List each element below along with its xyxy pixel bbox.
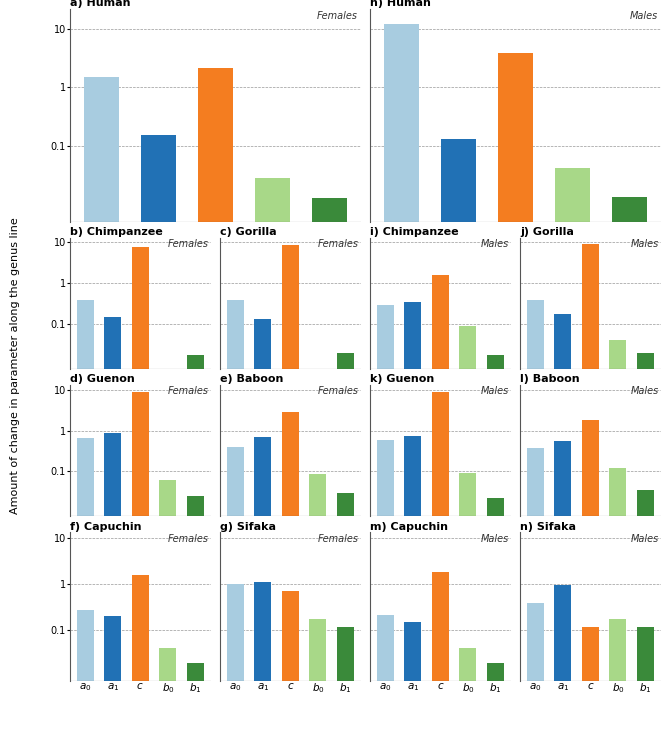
Bar bbox=[404, 436, 422, 516]
Bar bbox=[84, 77, 119, 221]
Text: Females: Females bbox=[317, 11, 358, 21]
Text: Females: Females bbox=[168, 534, 209, 544]
Bar bbox=[460, 473, 476, 516]
Bar bbox=[187, 663, 204, 681]
Text: Males: Males bbox=[481, 534, 509, 544]
Bar bbox=[282, 412, 299, 516]
Bar bbox=[582, 626, 599, 681]
Text: Males: Males bbox=[481, 386, 509, 396]
Bar bbox=[187, 496, 204, 516]
Text: m) Capuchin: m) Capuchin bbox=[370, 521, 448, 531]
Text: Males: Males bbox=[631, 386, 659, 396]
Text: Males: Males bbox=[481, 239, 509, 249]
Bar bbox=[77, 610, 94, 681]
Text: b) Chimpanzee: b) Chimpanzee bbox=[70, 227, 163, 237]
Bar bbox=[554, 585, 571, 681]
Bar bbox=[527, 604, 543, 681]
Bar bbox=[460, 326, 476, 369]
Bar bbox=[198, 69, 233, 221]
Bar bbox=[487, 499, 504, 516]
Bar bbox=[141, 135, 176, 221]
Bar bbox=[637, 490, 654, 516]
Bar bbox=[498, 53, 533, 221]
Bar bbox=[609, 618, 627, 681]
Bar bbox=[582, 244, 599, 369]
Text: Males: Males bbox=[631, 534, 659, 544]
Text: Females: Females bbox=[318, 534, 359, 544]
Text: n) Sifaka: n) Sifaka bbox=[520, 521, 576, 531]
Bar bbox=[282, 591, 299, 681]
Text: c) Gorilla: c) Gorilla bbox=[220, 227, 276, 237]
Bar bbox=[226, 300, 244, 369]
Text: Females: Females bbox=[318, 386, 359, 396]
Bar bbox=[226, 584, 244, 681]
Text: g) Sifaka: g) Sifaka bbox=[220, 521, 276, 531]
Bar bbox=[404, 622, 422, 681]
Bar bbox=[132, 575, 149, 681]
Bar bbox=[337, 626, 354, 681]
Text: f) Capuchin: f) Capuchin bbox=[70, 521, 141, 531]
Bar bbox=[432, 275, 449, 369]
Text: Males: Males bbox=[631, 239, 659, 249]
Bar bbox=[77, 300, 94, 369]
Bar bbox=[555, 167, 590, 221]
Bar bbox=[527, 447, 543, 516]
Bar bbox=[527, 300, 543, 369]
Bar bbox=[254, 319, 271, 369]
Bar bbox=[637, 626, 654, 681]
Bar bbox=[441, 139, 476, 221]
Bar bbox=[376, 615, 394, 681]
Text: Females: Females bbox=[168, 239, 209, 249]
Bar bbox=[460, 648, 476, 681]
Bar bbox=[77, 438, 94, 516]
Bar bbox=[611, 197, 647, 221]
Bar bbox=[226, 447, 244, 516]
Bar bbox=[254, 178, 290, 221]
Bar bbox=[404, 302, 422, 369]
Text: i) Chimpanzee: i) Chimpanzee bbox=[370, 227, 459, 237]
Text: d) Guenon: d) Guenon bbox=[70, 374, 135, 385]
Text: Females: Females bbox=[318, 239, 359, 249]
Bar bbox=[159, 480, 176, 516]
Bar bbox=[187, 355, 204, 369]
Bar bbox=[432, 572, 449, 681]
Text: e) Baboon: e) Baboon bbox=[220, 374, 283, 385]
Text: a) Human: a) Human bbox=[70, 0, 131, 8]
Bar bbox=[487, 663, 504, 681]
Text: Females: Females bbox=[168, 386, 209, 396]
Text: Amount of change in parameter along the genus line: Amount of change in parameter along the … bbox=[9, 217, 20, 514]
Text: l) Baboon: l) Baboon bbox=[520, 374, 579, 385]
Bar bbox=[609, 341, 627, 369]
Bar bbox=[582, 420, 599, 516]
Bar bbox=[376, 439, 394, 516]
Bar bbox=[104, 433, 121, 516]
Text: h) Human: h) Human bbox=[370, 0, 431, 8]
Text: k) Guenon: k) Guenon bbox=[370, 374, 434, 385]
Bar bbox=[104, 317, 121, 369]
Bar bbox=[309, 618, 326, 681]
Bar bbox=[609, 468, 627, 516]
Bar bbox=[637, 352, 654, 369]
Bar bbox=[104, 616, 121, 681]
Bar bbox=[554, 314, 571, 369]
Bar bbox=[254, 437, 271, 516]
Bar bbox=[376, 305, 394, 369]
Text: Males: Males bbox=[629, 11, 658, 21]
Bar bbox=[132, 247, 149, 369]
Bar bbox=[159, 648, 176, 681]
Bar bbox=[309, 474, 326, 516]
Bar bbox=[432, 392, 449, 516]
Text: j) Gorilla: j) Gorilla bbox=[520, 227, 574, 237]
Bar bbox=[337, 352, 354, 369]
Bar bbox=[384, 24, 419, 221]
Bar bbox=[487, 355, 504, 369]
Bar bbox=[337, 493, 354, 516]
Bar bbox=[554, 441, 571, 516]
Bar bbox=[282, 245, 299, 369]
Bar bbox=[254, 582, 271, 681]
Bar bbox=[132, 392, 149, 516]
Bar bbox=[312, 198, 347, 221]
